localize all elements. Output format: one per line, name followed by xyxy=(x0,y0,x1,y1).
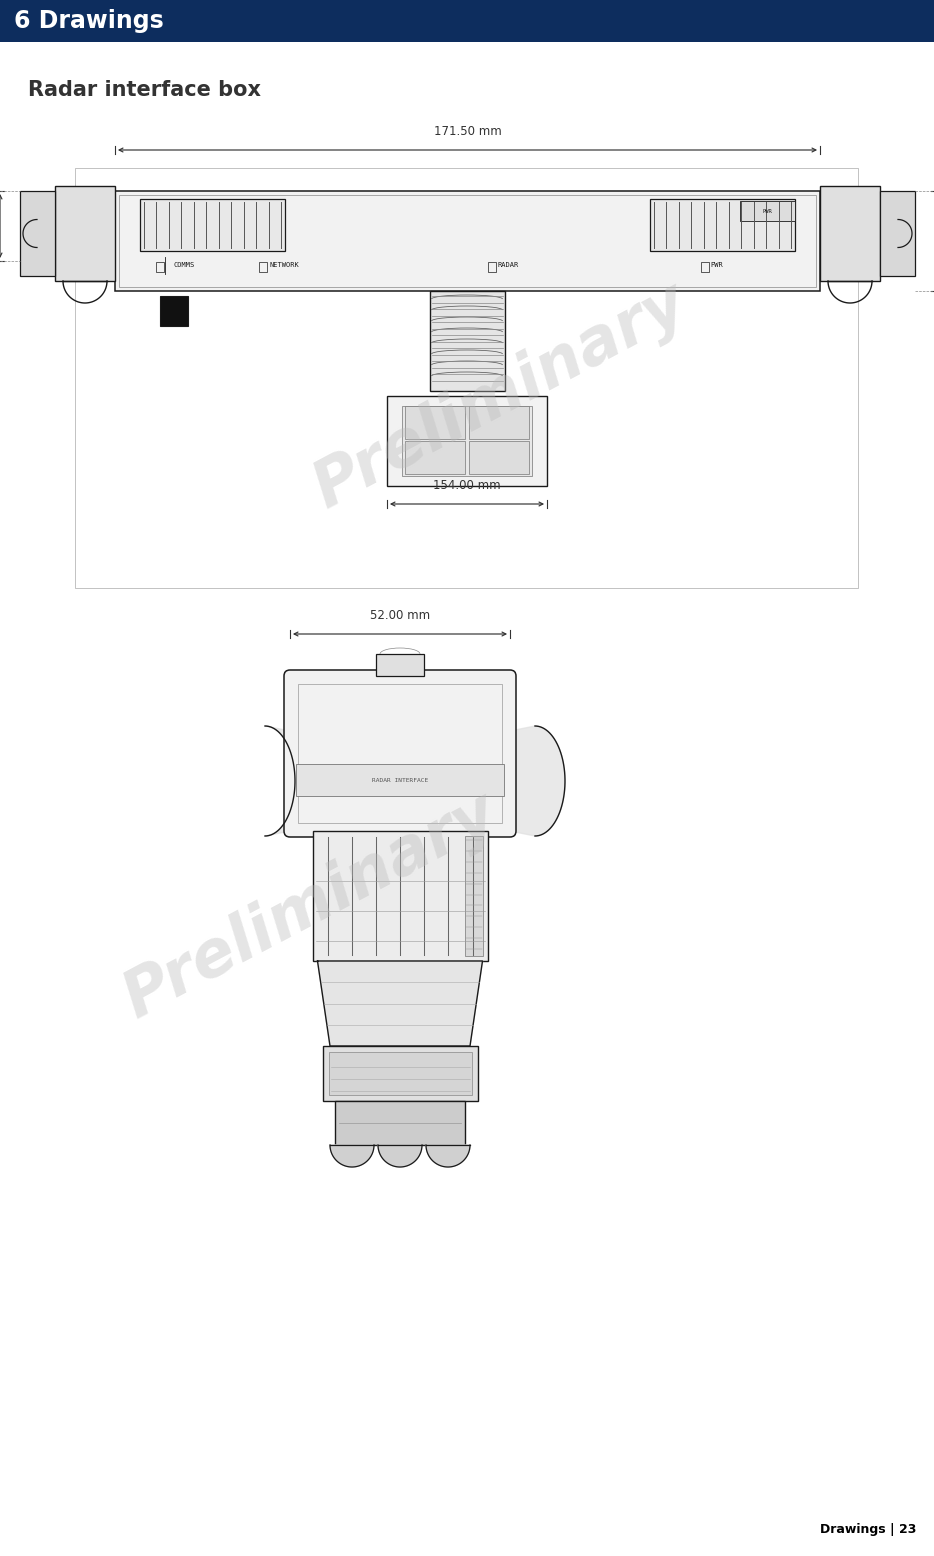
Bar xyxy=(387,395,547,485)
Bar xyxy=(119,194,816,286)
Bar xyxy=(298,685,502,823)
Bar xyxy=(488,261,496,272)
Bar xyxy=(701,261,709,272)
Text: PWR: PWR xyxy=(710,261,723,268)
Text: COMMS: COMMS xyxy=(173,261,194,268)
Text: 171.50 mm: 171.50 mm xyxy=(433,124,502,138)
Bar xyxy=(469,440,529,475)
Text: NETWORK: NETWORK xyxy=(270,261,300,268)
Bar xyxy=(156,261,164,272)
Bar xyxy=(160,296,188,327)
Polygon shape xyxy=(265,727,295,836)
Text: 154.00 mm: 154.00 mm xyxy=(433,479,501,492)
Bar xyxy=(75,168,858,588)
Text: PWR: PWR xyxy=(762,209,771,213)
Bar xyxy=(469,406,529,439)
Bar xyxy=(405,406,465,439)
Text: Drawings | 23: Drawings | 23 xyxy=(820,1523,916,1536)
Bar xyxy=(376,654,424,675)
Bar xyxy=(329,1052,472,1095)
Bar xyxy=(20,191,55,275)
Text: 52.00 mm: 52.00 mm xyxy=(370,608,430,622)
Bar xyxy=(140,199,285,251)
Bar xyxy=(296,764,504,797)
Text: Radar interface box: Radar interface box xyxy=(28,79,261,100)
Polygon shape xyxy=(378,1145,422,1167)
Polygon shape xyxy=(510,727,565,836)
Polygon shape xyxy=(426,1145,470,1167)
Text: Preliminary: Preliminary xyxy=(303,271,698,521)
Bar xyxy=(740,201,795,221)
Bar xyxy=(880,191,915,275)
Bar xyxy=(402,406,532,476)
Bar xyxy=(115,191,820,291)
Polygon shape xyxy=(330,1145,374,1167)
Text: 6 Drawings: 6 Drawings xyxy=(14,9,163,33)
Bar xyxy=(322,1046,477,1102)
FancyBboxPatch shape xyxy=(284,671,516,837)
Bar xyxy=(55,187,115,282)
Bar xyxy=(430,291,504,391)
Polygon shape xyxy=(318,962,483,1046)
Bar xyxy=(259,261,267,272)
Text: RADAR: RADAR xyxy=(497,261,518,268)
Bar xyxy=(335,1102,465,1145)
Bar xyxy=(313,831,488,962)
Text: RADAR INTERFACE: RADAR INTERFACE xyxy=(372,778,428,783)
Bar xyxy=(464,836,483,955)
Bar xyxy=(405,440,465,475)
Text: Preliminary: Preliminary xyxy=(113,781,507,1032)
Bar xyxy=(650,199,795,251)
Bar xyxy=(0,0,934,42)
Bar xyxy=(820,187,880,282)
